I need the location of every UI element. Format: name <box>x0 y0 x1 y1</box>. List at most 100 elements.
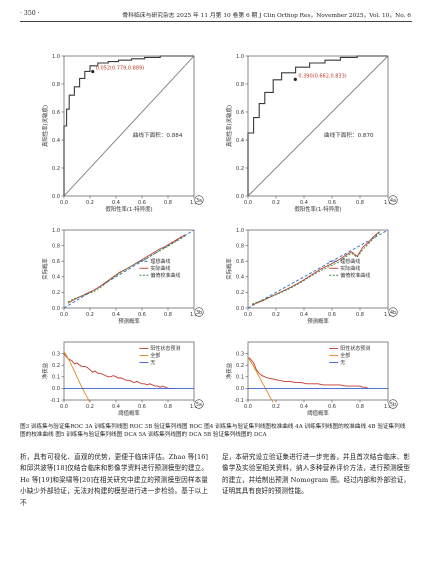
series-model <box>63 353 176 389</box>
y-tick-label: 0.3 <box>52 351 60 357</box>
x-tick-label: 0.8 <box>356 312 364 318</box>
panel-badge <box>194 307 204 317</box>
y-tick-label: 0.2 <box>236 363 244 369</box>
legend-label-model: 阳性状态预测 <box>150 345 180 352</box>
x-tick-label: 0.0 <box>244 200 252 206</box>
x-tick-label: 0.4 <box>300 200 308 206</box>
panel-badge-label: 5a <box>196 402 202 408</box>
x-axis-label: 预测概率 <box>307 317 329 325</box>
legend-label-ideal: 理想曲线 <box>340 258 360 265</box>
y-tick-label: 1.0 <box>52 228 60 234</box>
series-all <box>247 356 274 403</box>
series-all <box>63 351 91 403</box>
x-tick-label: 0.8 <box>164 200 172 206</box>
y-tick-label: 0.0 <box>236 306 244 312</box>
header-rule <box>20 21 412 22</box>
legend-label-none: 无 <box>340 360 345 366</box>
y-tick-label: 0.8 <box>236 243 244 249</box>
y-tick-label: 0.1 <box>236 375 244 381</box>
x-tick-label: 0.6 <box>328 312 336 318</box>
y-tick-label: 0.2 <box>52 166 60 172</box>
series-model <box>247 356 369 389</box>
y-axis-label: 净获益 <box>225 362 233 379</box>
y-tick-label: 1.0 <box>52 54 60 60</box>
y-tick-label: 0.2 <box>236 166 244 172</box>
y-tick-label: 0.6 <box>236 259 244 265</box>
figure-3-roc-train: 0.0 0.2 0.4 0.6 0.8 1.0 0.0 0.2 0.4 0.6 0.8 1.0 0.05… <box>41 54 204 213</box>
y-tick-label: 0.0 <box>52 194 60 200</box>
x-tick-label: 0.4 <box>112 200 120 206</box>
legend-label-bias_corrected: 偏倚校准曲线 <box>340 272 370 279</box>
x-tick-label: 1.0 <box>384 312 392 318</box>
cutoff-point-label: 0.052(0.779,0.889) <box>96 66 144 72</box>
x-tick-label: 0.2 <box>272 200 280 206</box>
page-number: · 350 · <box>20 10 40 17</box>
x-tick-label: 0.6 <box>138 312 146 318</box>
y-axis-label: 真阳性率(灵敏度) <box>41 105 49 147</box>
y-axis-label: 真阳性率(灵敏度) <box>225 105 233 147</box>
x-axis-label: 预测概率 <box>118 317 140 325</box>
y-tick-label: 0.0 <box>236 386 244 392</box>
x-tick-label: 0.6 <box>138 200 146 206</box>
journal-running-head: 骨科临床与研究杂志 2025 年 11 月第 10 卷第 6 期 J Clin … <box>122 13 411 19</box>
series-apparent <box>252 231 380 306</box>
x-tick-label: 0.4 <box>112 404 120 410</box>
x-tick-label: 0.6 <box>328 200 336 206</box>
body-left-column: 析，具有可视化、直观的优势，更便于临床评估。Zhao 等[16]和邱洪波等[18… <box>20 453 208 507</box>
series-reference <box>63 55 195 197</box>
figure-caption: 图3 训练集与验证集ROC 3A 训练集列线图 ROC 3B 验证集列线图 RO… <box>20 424 406 439</box>
x-tick-label: 0.2 <box>86 312 94 318</box>
figure-5b-dca-valid: 0.0 0.2 0.4 0.6 0.8 1.0-0.10.00.10.20.3阳性状态预测… <box>225 341 398 417</box>
auc-label: 曲线下面积：0.870 <box>324 131 374 139</box>
x-tick-label: 0.8 <box>164 404 172 410</box>
y-tick-label: 0.4 <box>52 138 60 144</box>
y-tick-label: 0.4 <box>236 138 244 144</box>
panel-badge <box>388 307 398 317</box>
x-tick-label: 0.4 <box>300 312 308 318</box>
y-tick-label: 0.1 <box>52 375 60 381</box>
x-tick-label: 0.0 <box>244 312 252 318</box>
y-tick-label: 0.0 <box>236 194 244 200</box>
y-tick-label: 0.6 <box>236 110 244 116</box>
x-tick-label: 0.8 <box>164 312 172 318</box>
body-right-column: 足，本研究设立验证集进行进一步完善，并且首次结合临床、影像学及实验室相关资料，纳… <box>222 453 410 496</box>
legend-label-none: 无 <box>150 360 155 366</box>
x-axis-label: 假阳性率(1-特异度) <box>294 205 341 213</box>
cutoff-point-label: 0.390(0.662,0.833) <box>298 73 346 79</box>
x-tick-label: 0.8 <box>356 404 364 410</box>
plot-frame <box>247 341 389 401</box>
x-tick-label: 0.0 <box>60 200 68 206</box>
panel-badge-label: 5b <box>390 402 396 408</box>
y-tick-label: 0.8 <box>52 82 60 88</box>
legend-label-apparent: 实际曲线 <box>340 265 360 272</box>
x-tick-label: 0.6 <box>328 404 336 410</box>
y-tick-label: 0.6 <box>52 110 60 116</box>
legend-label-all: 全部 <box>150 352 160 359</box>
panel-badge-label: 4a <box>390 198 396 204</box>
legend-label-ideal: 理想曲线 <box>150 258 170 265</box>
y-tick-label: 0.0 <box>52 306 60 312</box>
y-tick-label: 0.8 <box>236 82 244 88</box>
legend-label-model: 阳性状态预测 <box>340 345 370 352</box>
x-tick-label: 0.2 <box>272 312 280 318</box>
y-tick-label: 0.4 <box>236 275 244 281</box>
y-tick-label: 0.8 <box>52 243 60 249</box>
figure-4b-calibration-valid: 0.0 0.2 0.4 0.6 0.8 1.0 0.0 0.2 0.4 0.6 0.8 1.0 理想曲线… <box>225 228 398 325</box>
panel-badge <box>388 195 398 205</box>
x-tick-label: 1.0 <box>190 404 198 410</box>
y-tick-label: 0.0 <box>52 386 60 392</box>
y-tick-label: 1.0 <box>236 54 244 60</box>
x-tick-label: 1.0 <box>190 200 198 206</box>
series-bias_corrected <box>252 231 380 305</box>
y-tick-label: -0.1 <box>234 398 244 404</box>
series-bias_corrected <box>67 235 186 303</box>
auc-label: 曲线下面积：0.884 <box>133 131 183 139</box>
y-tick-label: 0.2 <box>52 363 60 369</box>
x-tick-label: 0.2 <box>272 404 280 410</box>
y-tick-label: 0.4 <box>52 275 60 281</box>
y-tick-label: -0.1 <box>50 398 60 404</box>
panel-badge-label: 3b <box>196 310 202 316</box>
x-tick-label: 0.4 <box>300 404 308 410</box>
x-tick-label: 0.0 <box>244 404 252 410</box>
series-roc <box>63 55 194 196</box>
